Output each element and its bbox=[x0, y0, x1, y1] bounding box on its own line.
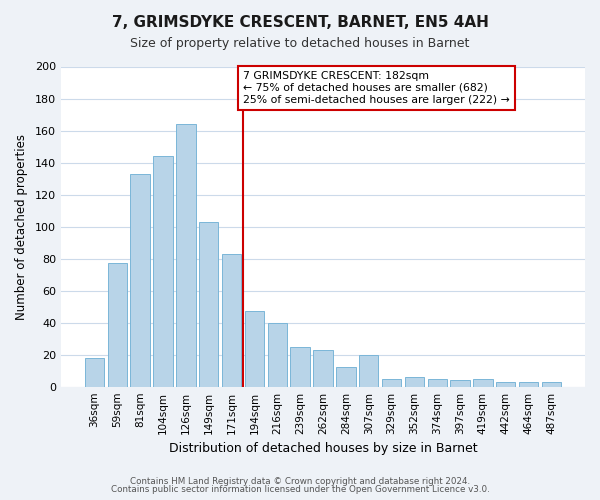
Bar bbox=[313, 350, 332, 387]
Bar bbox=[359, 354, 379, 386]
Bar bbox=[404, 377, 424, 386]
Bar bbox=[519, 382, 538, 386]
Bar bbox=[85, 358, 104, 386]
Bar bbox=[154, 156, 173, 386]
Text: Contains public sector information licensed under the Open Government Licence v3: Contains public sector information licen… bbox=[110, 485, 490, 494]
Bar bbox=[542, 382, 561, 386]
Bar bbox=[130, 174, 150, 386]
Text: 7, GRIMSDYKE CRESCENT, BARNET, EN5 4AH: 7, GRIMSDYKE CRESCENT, BARNET, EN5 4AH bbox=[112, 15, 488, 30]
Bar bbox=[473, 378, 493, 386]
Bar bbox=[245, 312, 264, 386]
Bar bbox=[107, 264, 127, 386]
Text: 7 GRIMSDYKE CRESCENT: 182sqm
← 75% of detached houses are smaller (682)
25% of s: 7 GRIMSDYKE CRESCENT: 182sqm ← 75% of de… bbox=[243, 72, 510, 104]
Bar bbox=[428, 378, 447, 386]
X-axis label: Distribution of detached houses by size in Barnet: Distribution of detached houses by size … bbox=[169, 442, 477, 455]
Text: Size of property relative to detached houses in Barnet: Size of property relative to detached ho… bbox=[130, 38, 470, 51]
Bar bbox=[382, 378, 401, 386]
Bar bbox=[268, 322, 287, 386]
Bar bbox=[199, 222, 218, 386]
Bar bbox=[451, 380, 470, 386]
Bar bbox=[176, 124, 196, 386]
Text: Contains HM Land Registry data © Crown copyright and database right 2024.: Contains HM Land Registry data © Crown c… bbox=[130, 477, 470, 486]
Bar bbox=[290, 346, 310, 387]
Y-axis label: Number of detached properties: Number of detached properties bbox=[15, 134, 28, 320]
Bar bbox=[336, 368, 356, 386]
Bar bbox=[496, 382, 515, 386]
Bar bbox=[222, 254, 241, 386]
